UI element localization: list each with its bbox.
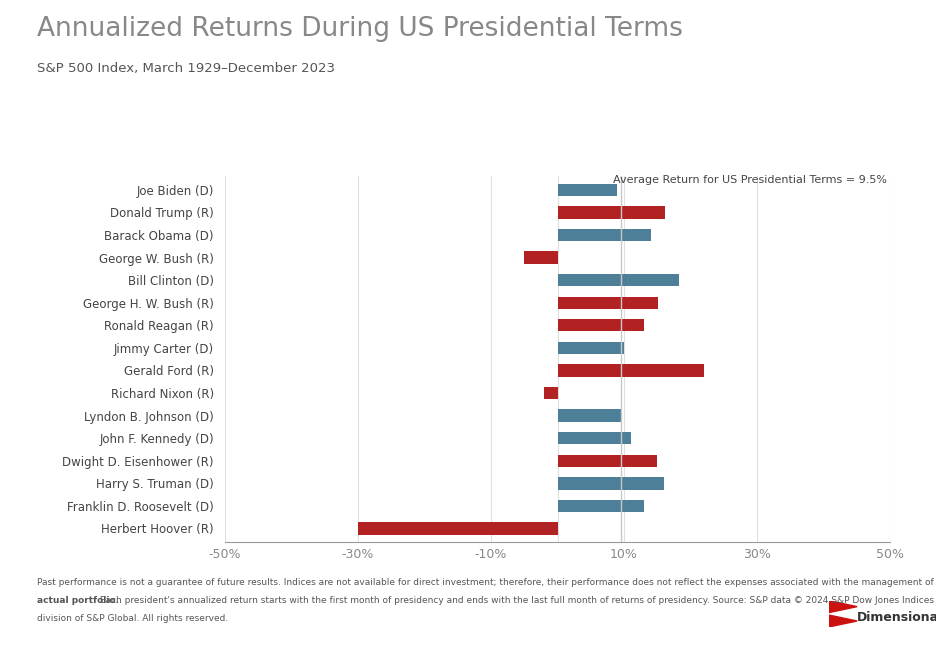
Polygon shape [828, 601, 856, 613]
Bar [557, 296, 657, 309]
Bar [544, 387, 557, 399]
Bar [557, 206, 665, 219]
Bar [557, 477, 664, 490]
Bar [557, 500, 643, 512]
Bar [557, 183, 617, 196]
Bar [557, 364, 703, 377]
Text: division of S&P Global. All rights reserved.: division of S&P Global. All rights reser… [37, 614, 228, 624]
Bar [557, 409, 620, 422]
Text: Past performance is not a guarantee of future results. Indices are not available: Past performance is not a guarantee of f… [37, 578, 936, 587]
Text: Dimensional: Dimensional [856, 611, 936, 624]
Text: actual portfolio.: actual portfolio. [37, 596, 120, 605]
Text: Annualized Returns During US Presidential Terms: Annualized Returns During US Presidentia… [37, 16, 682, 42]
Text: Each president's annualized return starts with the first month of presidency and: Each president's annualized return start… [97, 596, 936, 605]
Bar [557, 432, 630, 444]
Bar [557, 274, 678, 287]
Text: S&P 500 Index, March 1929–December 2023: S&P 500 Index, March 1929–December 2023 [37, 62, 335, 75]
Bar [557, 319, 643, 332]
Polygon shape [828, 615, 856, 627]
Bar [523, 251, 557, 264]
Bar [557, 229, 650, 241]
Text: Average Return for US Presidential Terms = 9.5%: Average Return for US Presidential Terms… [612, 175, 885, 185]
Bar [557, 342, 623, 354]
Bar [557, 454, 656, 467]
Bar [358, 522, 557, 535]
